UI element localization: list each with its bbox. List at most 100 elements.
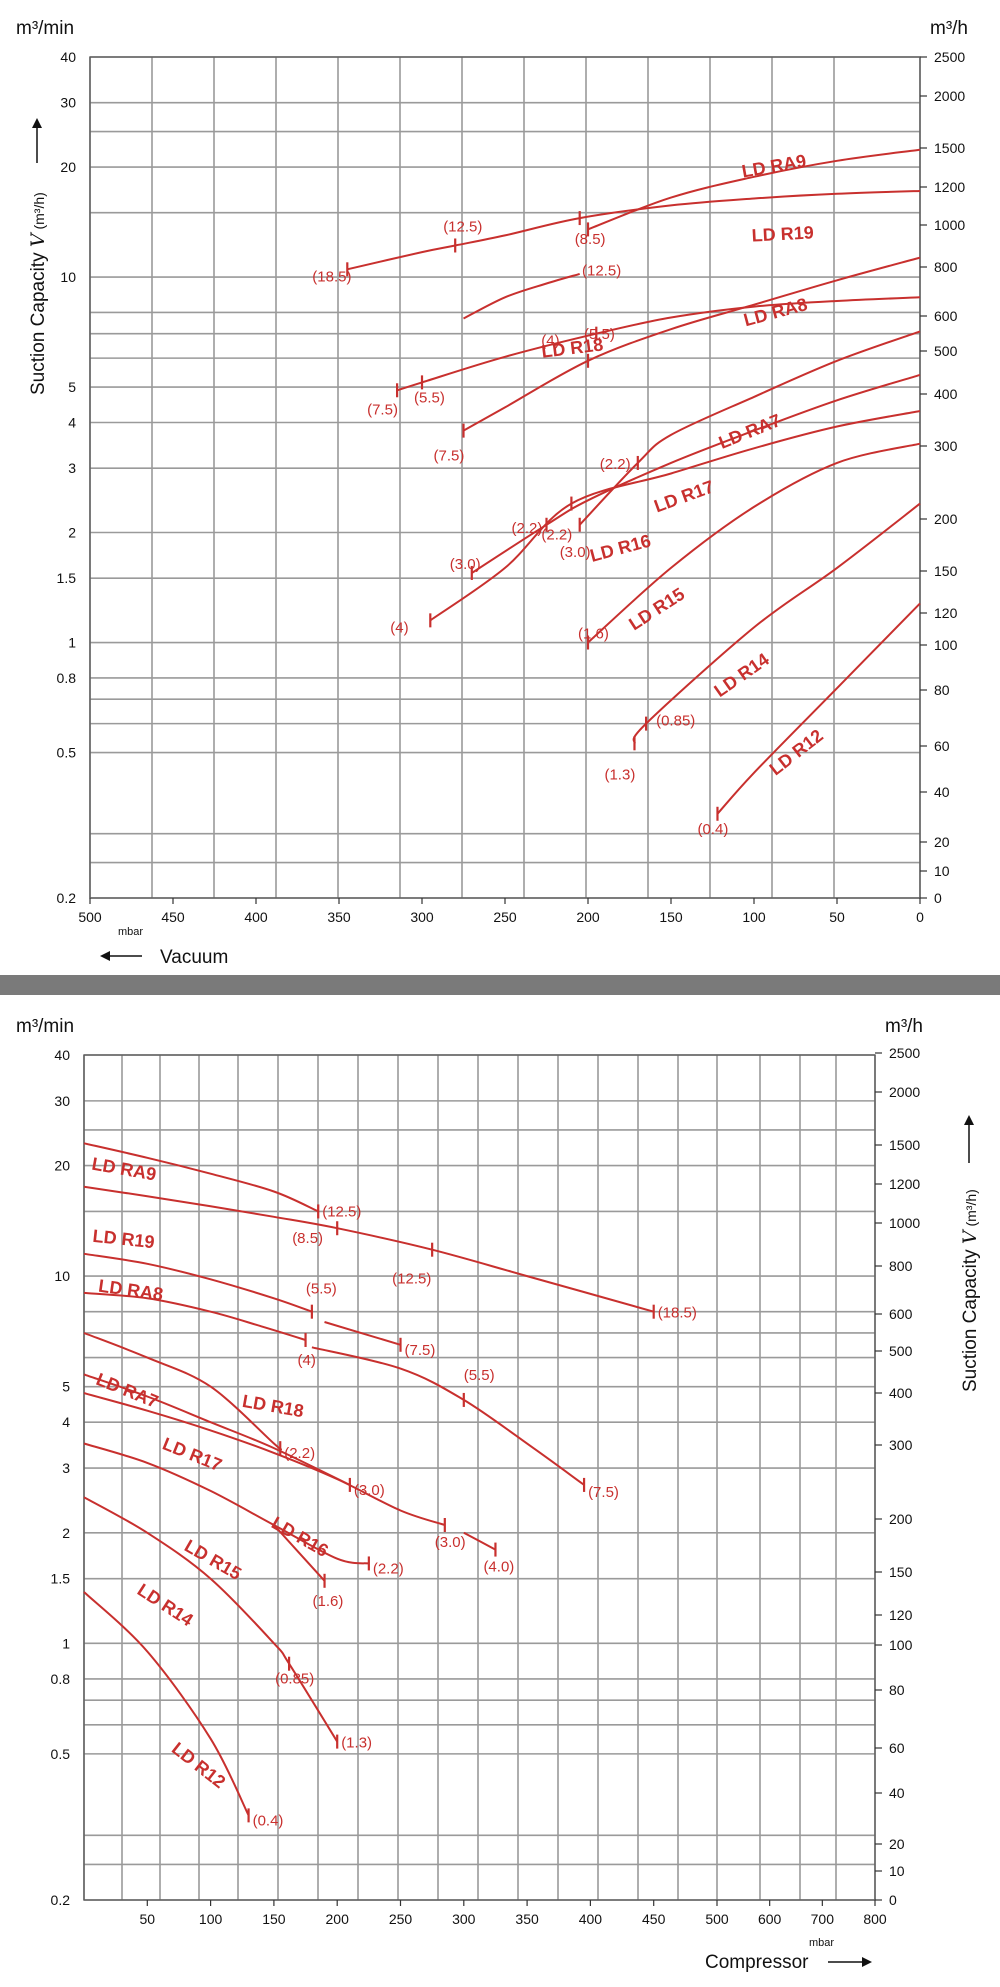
y-tick-label-right: 1000 — [889, 1215, 920, 1231]
y-tick-label-right: 10 — [889, 1863, 905, 1879]
y-unit-right: m³/h — [885, 1016, 923, 1037]
y-axis-arrow-head — [964, 1115, 974, 1125]
x-tick-label: 300 — [410, 909, 434, 925]
y-tick-label-right: 80 — [934, 682, 950, 698]
pressure-annotation: (2.2) — [284, 1445, 315, 1462]
curve-ld-r19 — [347, 190, 921, 271]
y-tick-label-right: 40 — [934, 784, 950, 800]
x-tick-label: 0 — [916, 909, 924, 925]
curve-ld-ra9 — [587, 148, 921, 231]
y-axis-symbol: V — [959, 1228, 981, 1244]
pressure-annotation: (2.2) — [512, 520, 543, 537]
plot-frame — [83, 1054, 876, 1901]
series-label: LD R17 — [160, 1434, 225, 1476]
curve-ld-ra9 — [83, 1142, 319, 1213]
y-tick-label-left: 0.5 — [51, 1746, 71, 1762]
curve-ld-ra8 — [83, 1252, 313, 1313]
x-tick-label: 250 — [493, 909, 517, 925]
pressure-annotation: (8.5) — [292, 1230, 323, 1247]
x-tick-label: 200 — [326, 1911, 350, 1927]
curve-ld-r19 — [83, 1185, 654, 1313]
x-tick-label: 350 — [327, 909, 351, 925]
y-tick-label-right: 2500 — [934, 49, 965, 65]
series-label: LD R18 — [241, 1391, 306, 1421]
y-tick-label-right: 400 — [889, 1385, 913, 1401]
y-tick-label-right: 100 — [934, 637, 958, 653]
y-tick-label-left: 1.5 — [51, 1571, 71, 1587]
pressure-annotation: (1.6) — [578, 626, 609, 643]
series-label: LD R19 — [92, 1226, 156, 1252]
series-label: LD R14 — [134, 1580, 197, 1631]
y-tick-label-left: 0.8 — [57, 670, 77, 686]
y-tick-label-right: 20 — [889, 1836, 905, 1852]
pressure-annotation: (2.2) — [600, 456, 631, 473]
pressure-annotation: (7.5) — [588, 1484, 619, 1501]
y-tick-label-right: 1500 — [934, 140, 965, 156]
x-unit-label: mbar — [118, 926, 143, 938]
pressure-annotation: (2.2) — [373, 1560, 404, 1577]
x-unit-label: mbar — [809, 1937, 834, 1949]
curve-ld-ra8 — [324, 1321, 401, 1346]
x-tick-label: 100 — [199, 1911, 223, 1927]
y-tick-label-left: 3 — [68, 460, 76, 476]
x-tick-label: 450 — [161, 909, 185, 925]
pressure-annotation: (5.5) — [414, 389, 445, 406]
y-tick-label-left: 20 — [54, 1158, 70, 1174]
vacuum-arrow-head — [100, 951, 110, 961]
y-tick-label-right: 1500 — [889, 1137, 920, 1153]
pressure-annotation: (7.5) — [434, 448, 465, 465]
y-axis-unit: (m³/h) — [31, 192, 47, 233]
panel-divider — [0, 975, 1000, 995]
x-tick-label: 150 — [659, 909, 683, 925]
y-tick-label-right: 2000 — [889, 1084, 920, 1100]
pressure-annotation: (0.85) — [275, 1671, 314, 1688]
curve-ld-r16 — [463, 1531, 496, 1551]
y-tick-label-left: 2 — [68, 525, 76, 541]
pressure-annotation: (12.5) — [443, 218, 482, 235]
y-tick-label-right: 100 — [889, 1637, 913, 1653]
pressure-annotation: (0.4) — [253, 1812, 284, 1829]
curve-ld-r16 — [429, 410, 921, 622]
curve-ld-r15 — [587, 442, 921, 644]
y-tick-label-right: 600 — [934, 308, 958, 324]
y-axis-symbol: V — [27, 231, 49, 247]
x-tick-label: 450 — [642, 1911, 666, 1927]
pressure-annotation: (7.5) — [367, 401, 398, 418]
curve-ld-r14 — [632, 502, 921, 744]
series-label: LD RA9 — [740, 151, 808, 182]
pressure-annotation: (0.4) — [697, 821, 728, 838]
curve-ld-ra7 — [578, 330, 921, 526]
y-tick-label-left: 30 — [60, 95, 76, 111]
pressure-annotation: (12.5) — [322, 1203, 361, 1220]
y-tick-label-left: 3 — [62, 1460, 70, 1476]
y-tick-label-left: 40 — [54, 1047, 70, 1063]
y-tick-label-right: 1000 — [934, 217, 965, 233]
y-axis-unit: (m³/h) — [963, 1189, 979, 1230]
y-tick-label-left: 5 — [68, 379, 76, 395]
y-tick-label-right: 2000 — [934, 88, 965, 104]
pressure-annotation: (12.5) — [392, 1271, 431, 1288]
compressor-arrow-head — [862, 1957, 872, 1967]
y-tick-label-left: 0.5 — [57, 745, 77, 761]
series-label: LD R19 — [751, 222, 814, 245]
x-tick-label: 200 — [576, 909, 600, 925]
y-tick-label-right: 120 — [934, 605, 958, 621]
y-tick-label-left: 5 — [62, 1379, 70, 1395]
y-tick-label-right: 0 — [934, 890, 942, 906]
x-tick-label: 50 — [829, 909, 845, 925]
series-label: LD R17 — [651, 476, 716, 516]
curve-ld-r18 — [311, 1346, 585, 1486]
y-tick-label-right: 800 — [889, 1258, 913, 1274]
x-axis-title: Compressor — [705, 1952, 809, 1973]
pressure-annotation: (2.2) — [541, 527, 572, 544]
pressure-annotation: (1.3) — [341, 1735, 372, 1752]
y-tick-label-left: 4 — [62, 1414, 70, 1430]
pressure-annotation: (3.0) — [450, 556, 481, 573]
y-tick-label-right: 80 — [889, 1682, 905, 1698]
y-tick-label-left: 2 — [62, 1525, 70, 1541]
pressure-annotation: (12.5) — [582, 262, 621, 279]
series-label: LD RA8 — [741, 294, 809, 330]
curve-ld-r15 — [83, 1442, 370, 1565]
y-tick-label-left: 1 — [62, 1635, 70, 1651]
